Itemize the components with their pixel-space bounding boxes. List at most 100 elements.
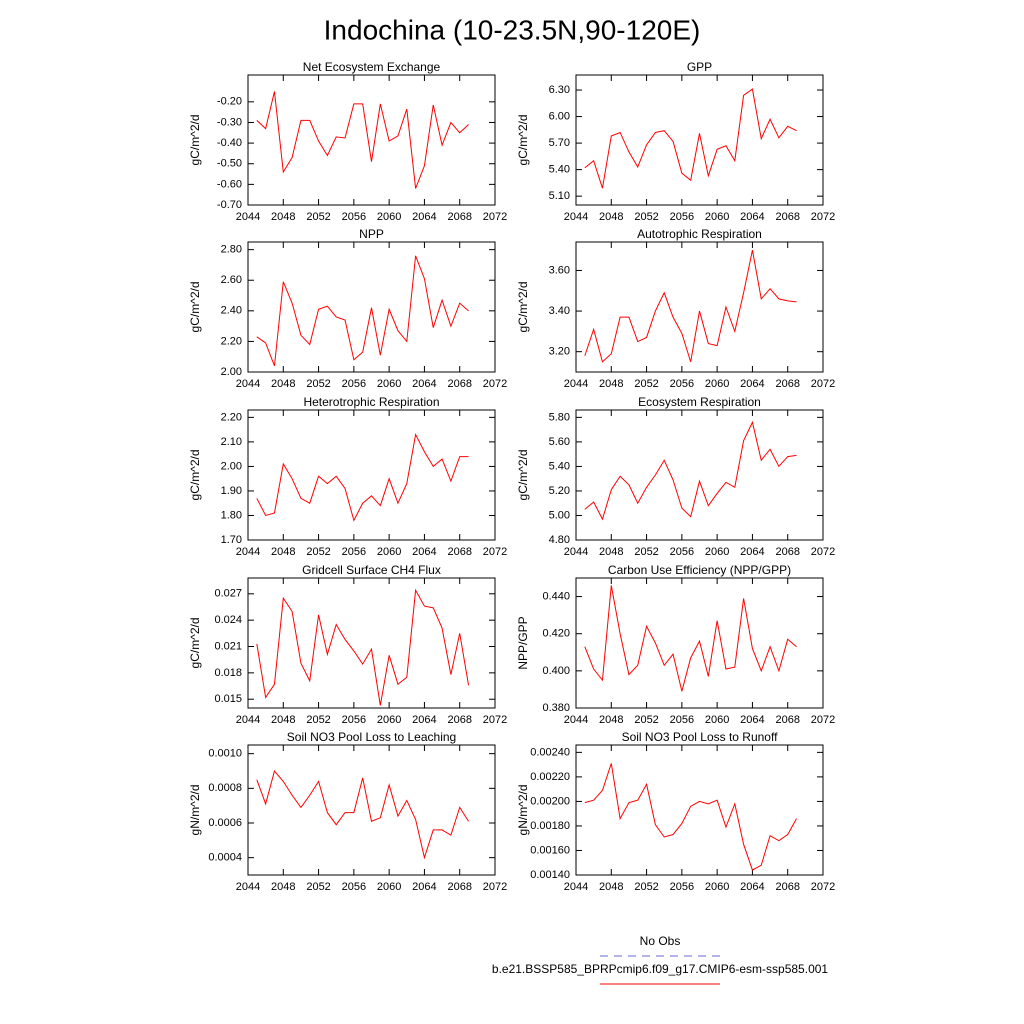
x-tick-label: 2048: [271, 378, 295, 390]
x-tick-label: 2072: [483, 211, 507, 223]
plot-frame: [247, 577, 496, 709]
x-tick-label: 2056: [670, 546, 694, 558]
y-tick-label: 0.00220: [530, 771, 570, 783]
y-tick-label: 2.00: [221, 366, 242, 378]
plot-frame: [575, 409, 824, 541]
y-tick-label: 2.60: [221, 274, 242, 286]
x-tick-label: 2060: [705, 546, 729, 558]
y-tick-label: 5.70: [549, 137, 570, 149]
plot-frame: [247, 744, 496, 876]
y-axis-label: gC/m^2/d: [188, 115, 202, 166]
chart-title: Heterotrophic Respiration: [303, 395, 439, 409]
y-tick-label: -0.30: [217, 116, 242, 128]
y-axis-label: NPP/GPP: [516, 616, 530, 669]
y-tick-label: 1.80: [221, 509, 242, 521]
x-tick-label: 2056: [342, 211, 366, 223]
y-tick-label: -0.60: [217, 178, 242, 190]
x-tick-label: 2044: [564, 378, 588, 390]
x-tick-label: 2052: [306, 546, 330, 558]
x-tick-label: 2060: [377, 211, 401, 223]
legend-label: No Obs: [640, 934, 681, 948]
x-tick-label: 2052: [634, 881, 658, 893]
y-tick-label: 6.30: [549, 84, 570, 96]
x-tick-label: 2072: [483, 881, 507, 893]
y-tick-label: -0.40: [217, 137, 242, 149]
plot-frame: [575, 74, 824, 206]
x-tick-label: 2068: [447, 714, 471, 726]
chart-title: Carbon Use Efficiency (NPP/GPP): [608, 563, 791, 577]
x-tick-label: 2068: [775, 211, 799, 223]
y-axis-label: gC/m^2/d: [516, 115, 530, 166]
y-tick-label: 0.0008: [208, 782, 242, 794]
x-tick-label: 2064: [412, 714, 436, 726]
y-tick-label: 6.00: [549, 110, 570, 122]
y-axis-label: gN/m^2/d: [516, 785, 530, 836]
y-tick-label: 0.015: [214, 693, 242, 705]
y-tick-label: 1.90: [221, 485, 242, 497]
y-tick-label: 0.0010: [208, 748, 242, 760]
y-tick-label: 2.80: [221, 244, 242, 256]
x-tick-label: 2064: [740, 881, 764, 893]
x-tick-label: 2072: [811, 881, 835, 893]
x-tick-label: 2052: [634, 378, 658, 390]
x-tick-label: 2048: [599, 714, 623, 726]
y-tick-label: 5.40: [549, 460, 570, 472]
y-tick-label: 1.70: [221, 534, 242, 546]
plot-frame: [247, 74, 496, 206]
y-tick-label: 5.60: [549, 436, 570, 448]
x-tick-label: 2044: [564, 211, 588, 223]
x-tick-label: 2052: [634, 211, 658, 223]
plot-frame: [575, 744, 824, 876]
x-tick-label: 2060: [705, 378, 729, 390]
chart-title: Soil NO3 Pool Loss to Runoff: [622, 730, 779, 744]
y-tick-label: 0.380: [542, 702, 570, 714]
x-tick-label: 2060: [377, 378, 401, 390]
x-tick-label: 2064: [412, 211, 436, 223]
x-tick-label: 2048: [599, 378, 623, 390]
y-tick-label: 5.00: [549, 509, 570, 521]
y-tick-label: 3.40: [549, 305, 570, 317]
x-tick-label: 2052: [306, 881, 330, 893]
y-tick-label: 0.400: [542, 665, 570, 677]
y-tick-label: -0.50: [217, 158, 242, 170]
x-tick-label: 2056: [342, 881, 366, 893]
chart-title: Autotrophic Respiration: [637, 227, 762, 241]
y-axis-label: gC/m^2/d: [188, 450, 202, 501]
x-tick-label: 2072: [483, 714, 507, 726]
x-tick-label: 2064: [412, 378, 436, 390]
x-tick-label: 2060: [705, 714, 729, 726]
data-line: [584, 88, 797, 189]
y-tick-label: 2.20: [221, 335, 242, 347]
x-tick-label: 2048: [599, 881, 623, 893]
y-tick-label: 0.024: [214, 614, 242, 626]
y-tick-label: 0.027: [214, 588, 242, 600]
y-tick-label: 5.40: [549, 164, 570, 176]
x-tick-label: 2072: [483, 378, 507, 390]
data-line: [584, 585, 797, 692]
y-tick-label: 2.40: [221, 305, 242, 317]
x-tick-label: 2060: [377, 714, 401, 726]
chart-title: Gridcell Surface CH4 Flux: [302, 563, 441, 577]
x-tick-label: 2048: [599, 546, 623, 558]
plot-frame: [575, 241, 824, 373]
x-tick-label: 2044: [236, 211, 260, 223]
x-tick-label: 2064: [740, 546, 764, 558]
chart-title: NPP: [359, 227, 384, 241]
x-tick-label: 2052: [634, 546, 658, 558]
plot-frame: [575, 577, 824, 709]
data-line: [256, 432, 469, 522]
data-line: [584, 250, 797, 363]
chart-title: Ecosystem Respiration: [638, 395, 761, 409]
x-tick-label: 2072: [811, 714, 835, 726]
data-line: [256, 769, 469, 860]
x-tick-label: 2048: [271, 211, 295, 223]
x-tick-label: 2056: [670, 211, 694, 223]
x-tick-label: 2048: [271, 881, 295, 893]
y-tick-label: 5.80: [549, 411, 570, 423]
x-tick-label: 2044: [564, 714, 588, 726]
x-tick-label: 2068: [447, 378, 471, 390]
y-tick-label: 2.00: [221, 460, 242, 472]
x-tick-label: 2068: [775, 881, 799, 893]
x-tick-label: 2044: [236, 881, 260, 893]
data-line: [584, 420, 797, 521]
